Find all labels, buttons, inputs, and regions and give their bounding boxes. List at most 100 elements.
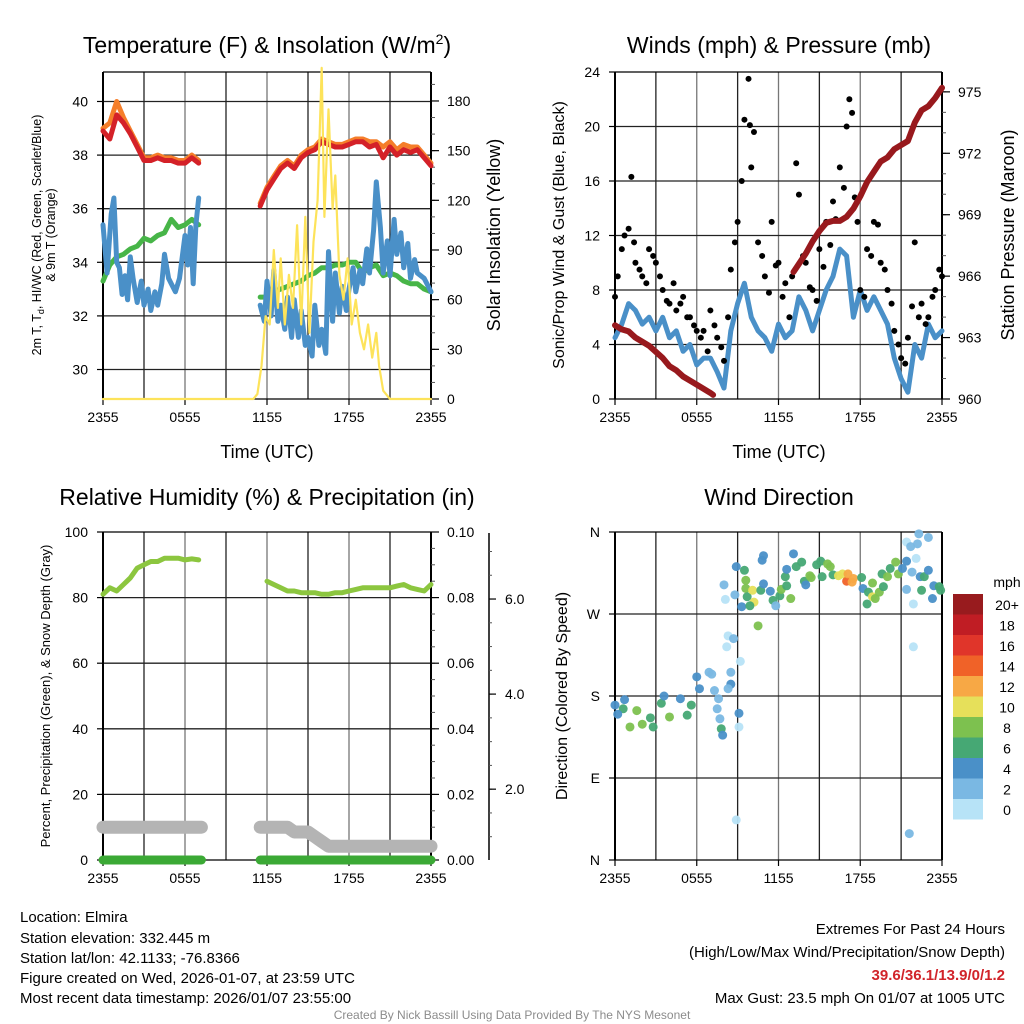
legend-swatch: [953, 717, 983, 738]
temp-xlabel: Time (UTC): [220, 442, 313, 462]
series-9m-t: [100, 99, 202, 163]
gust-point: [864, 246, 871, 253]
y-tick-label: 32: [72, 308, 88, 324]
direction-point: [694, 684, 704, 694]
direction-point: [714, 694, 724, 704]
wind-ylabel: Sonic/Prop Wind & Gust (Blue, Black): [551, 101, 568, 369]
x-tick-label: 0555: [681, 409, 712, 425]
x-tick-label: 0555: [169, 870, 200, 886]
extremes-title: Extremes For Past 24 Hours: [816, 921, 1005, 938]
y-tick-label: 12: [584, 228, 600, 244]
direction-point: [885, 563, 895, 573]
gust-point: [922, 321, 929, 328]
rh-ylabel: Percent, Precipitation (Green), & Snow D…: [38, 545, 53, 848]
gust-point: [813, 297, 820, 304]
y-tick-label: 36: [72, 201, 88, 217]
direction-point: [745, 601, 755, 611]
gust-point: [621, 232, 628, 239]
x-tick-label: 2355: [599, 409, 630, 425]
direction-point: [656, 698, 666, 708]
gust-point: [918, 300, 925, 307]
legend-swatch: [953, 676, 983, 697]
gust-point: [846, 96, 853, 103]
legend-label: 4: [1003, 761, 1011, 777]
direction-point: [645, 713, 655, 723]
wind-speed-line: [612, 246, 945, 395]
direction-point: [741, 575, 751, 585]
snow-depth-line: [253, 820, 438, 853]
right-tick-label: 0.10: [447, 524, 474, 540]
direction-point: [786, 594, 796, 604]
right-tick-label: 0.06: [447, 655, 474, 671]
direction-point: [686, 700, 696, 710]
y-tick-label: E: [591, 770, 600, 786]
gust-point: [741, 116, 748, 123]
gust-point: [898, 355, 905, 362]
max-gust: Max Gust: 23.5 mph On 01/07 at 1005 UTC: [715, 990, 1005, 1007]
right-tick-label: 0.02: [447, 786, 474, 802]
gust-point: [721, 357, 727, 364]
right-tick-label: 0.04: [447, 721, 474, 737]
legend-label: 8: [1003, 720, 1011, 736]
x-tick-label: 1755: [333, 409, 364, 425]
direction-point: [718, 730, 728, 740]
gust-point: [643, 280, 650, 287]
x-tick-label: 2355: [87, 409, 118, 425]
direction-point: [759, 551, 769, 561]
gust-point: [932, 287, 939, 293]
direction-point: [741, 583, 751, 593]
gust-point: [765, 289, 772, 296]
gust-point: [925, 314, 932, 321]
x-tick-label: 2355: [87, 870, 118, 886]
y-tick-label: 60: [72, 655, 88, 671]
gust-point: [628, 173, 635, 180]
direction-point: [904, 829, 914, 839]
legend-swatch: [953, 696, 983, 717]
direction-point: [868, 578, 878, 588]
direction-point: [923, 532, 933, 542]
direction-point: [906, 542, 916, 552]
direction-point: [908, 642, 918, 652]
direction-point: [731, 562, 741, 572]
direction-point: [730, 590, 740, 600]
gust-point: [745, 75, 752, 82]
x-tick-label: 1155: [763, 409, 793, 425]
gust-point: [902, 360, 909, 367]
direction-point: [712, 704, 722, 714]
legend-swatch: [953, 614, 983, 635]
gust-point: [734, 218, 741, 225]
gust-point: [704, 348, 711, 355]
direction-point: [665, 712, 674, 722]
gust-point: [895, 341, 902, 348]
right-tick-label: 969: [958, 207, 982, 223]
footer-elevation: Station elevation: 332.445 m: [20, 930, 210, 947]
direction-point: [862, 599, 872, 609]
footer-created: Figure created on Wed, 2026-01-07, at 23…: [20, 970, 355, 987]
gust-point: [786, 314, 793, 321]
gust-point: [711, 322, 718, 329]
y-tick-label: 30: [72, 362, 88, 378]
direction-point: [878, 582, 888, 592]
credit-line: Created By Nick Bassill Using Data Provi…: [334, 1008, 691, 1022]
legend-swatch: [953, 758, 983, 779]
x-tick-label: 1755: [845, 870, 876, 886]
y-tick-label: 40: [72, 93, 88, 109]
gust-point: [631, 239, 638, 246]
right-tick-label: 0.00: [447, 852, 474, 868]
gust-point: [861, 293, 868, 300]
x-tick-label: 0555: [169, 409, 200, 425]
right-tick-label: 150: [447, 143, 471, 159]
gust-point: [884, 287, 891, 293]
gust-point: [725, 314, 732, 321]
gust-point: [877, 259, 884, 266]
direction-point: [707, 669, 717, 679]
legend-label: 12: [999, 679, 1015, 695]
right-tick-label: 966: [958, 268, 982, 284]
y-tick-label: 0: [80, 852, 88, 868]
direction-point: [692, 672, 702, 682]
direction-point: [891, 557, 901, 567]
gust-point: [843, 123, 850, 130]
direction-point: [734, 722, 744, 732]
